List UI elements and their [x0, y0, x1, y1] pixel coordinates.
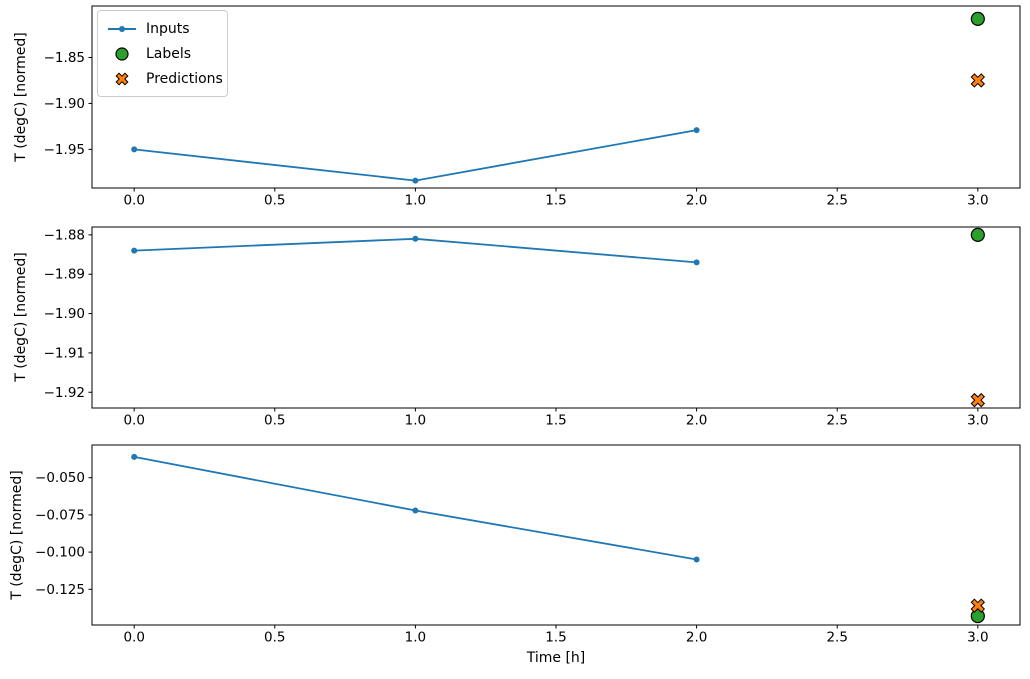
- legend-item-predictions: Predictions: [106, 71, 223, 87]
- legend-dot-sample: [119, 25, 125, 32]
- y-tick-label: −1.90: [44, 306, 85, 322]
- y-tick-label: −0.050: [35, 470, 85, 486]
- x-tick-label: 1.5: [545, 630, 566, 646]
- inputs-point: [131, 453, 138, 460]
- axes-frame: [91, 226, 1021, 409]
- labels-circle-icon: [115, 46, 129, 61]
- x-tick-label: 2.0: [686, 413, 707, 429]
- x-tick-label: 3.0: [967, 193, 988, 209]
- legend-x-sample: [115, 71, 129, 86]
- inputs-point: [131, 247, 138, 254]
- x-tick-label: 2.0: [686, 193, 707, 209]
- x-tick-label: 2.5: [826, 630, 847, 646]
- x-axis-label: Time [h]: [526, 650, 586, 666]
- x-tick-label: 1.0: [405, 630, 426, 646]
- inputs-point: [693, 259, 700, 266]
- labels-marker: [970, 608, 985, 624]
- x-tick-label: 0.5: [264, 193, 285, 209]
- inputs-point: [693, 556, 700, 563]
- y-tick-label: −1.91: [44, 345, 85, 361]
- inputs-line-icon: [108, 25, 136, 32]
- predictions-marker: [970, 598, 986, 613]
- inputs-point: [131, 146, 138, 153]
- legend-circle-sample: [115, 46, 129, 61]
- labels-marker: [970, 11, 985, 26]
- inputs-point: [693, 127, 700, 134]
- inputs-point: [412, 235, 419, 242]
- y-axis-label-subplot-2: T (degC) [normed]: [13, 252, 29, 382]
- inputs-line: [134, 129, 697, 182]
- legend-label-inputs: Inputs: [146, 20, 190, 37]
- x-tick-label: 1.0: [405, 413, 426, 429]
- x-tick-label: 1.5: [545, 193, 566, 209]
- predictions-marker: [970, 73, 986, 88]
- x-tick-label: 2.5: [826, 193, 847, 209]
- y-tick-label: −0.100: [35, 545, 85, 561]
- legend-item-labels: Labels: [106, 46, 219, 62]
- x-tick-label: 1.5: [545, 413, 566, 429]
- inputs-line: [134, 237, 697, 264]
- x-tick-label: 0.0: [123, 413, 144, 429]
- y-tick-label: −1.88: [44, 227, 85, 243]
- x-tick-label: 1.0: [405, 193, 426, 209]
- x-tick-label: 2.0: [686, 630, 707, 646]
- y-axis-label-subplot-1: T (degC) [normed]: [13, 32, 29, 162]
- subplot-2: 0.0 0.5 1.0 1.5 2.0 2.5 3.0 −1.88 −1.89 −1.90 −1.9…: [44, 226, 1021, 429]
- x-tick-label: 0.0: [123, 630, 144, 646]
- x-tick-label: 3.0: [967, 630, 988, 646]
- legend: Inputs Labels Predictions: [97, 10, 228, 97]
- labels-marker: [970, 227, 985, 242]
- subplot-3: 0.0 0.5 1.0 1.5 2.0 2.5 3.0 −0.050 −0.075 −0.100 −…: [35, 444, 1021, 646]
- x-tick-label: 0.5: [264, 630, 285, 646]
- legend-label-labels: Labels: [146, 45, 192, 62]
- y-tick-label: −1.90: [44, 96, 85, 112]
- y-axis-label-subplot-3: T (degC) [normed]: [9, 470, 25, 600]
- x-tick-label: 3.0: [967, 413, 988, 429]
- predictions-marker: [970, 392, 986, 408]
- legend-item-inputs: Inputs: [106, 21, 219, 37]
- predictions-x-icon: [115, 71, 129, 86]
- y-tick-label: −1.92: [44, 385, 85, 401]
- x-tick-label: 0.5: [264, 413, 285, 429]
- y-tick-label: −1.89: [44, 267, 85, 283]
- x-tick-label: 0.0: [123, 193, 144, 209]
- y-tick-label: −0.075: [35, 507, 85, 523]
- inputs-point: [412, 507, 419, 514]
- legend-label-predictions: Predictions: [146, 70, 223, 87]
- x-tick-label: 2.5: [826, 413, 847, 429]
- y-tick-label: −1.95: [44, 142, 85, 158]
- inputs-point: [412, 177, 419, 184]
- y-tick-label: −0.125: [35, 582, 85, 598]
- y-tick-label: −1.85: [44, 50, 85, 66]
- subplot-1: 0.0 0.5 1.0 1.5 2.0 2.5 3.0 −1.85 −1.90 −1.95: [44, 5, 1021, 209]
